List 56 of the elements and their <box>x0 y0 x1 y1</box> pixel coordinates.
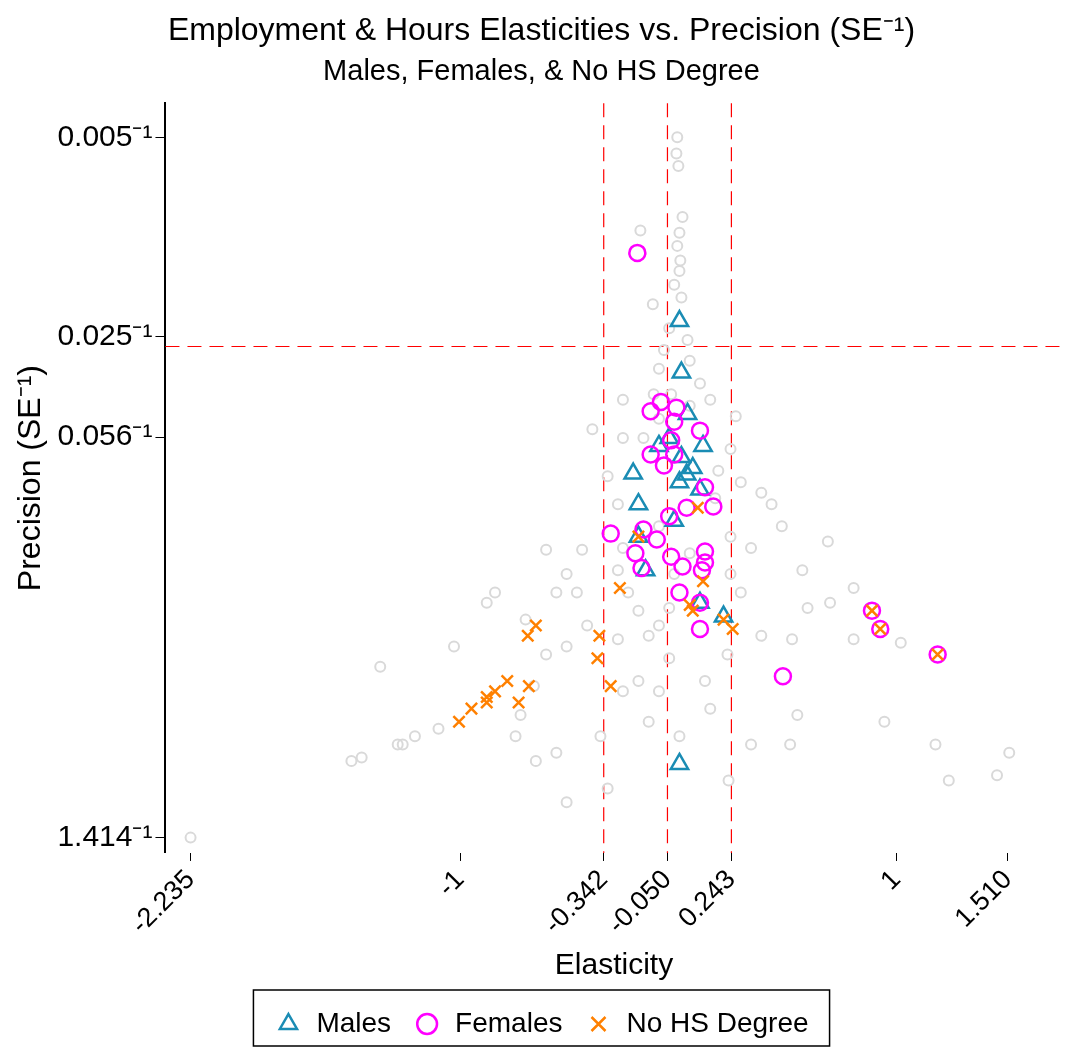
chart-title: Employment & Hours Elasticities vs. Precision (SE⁻¹) <box>167 11 916 48</box>
point <box>661 547 681 566</box>
point <box>664 445 684 464</box>
point <box>651 392 671 412</box>
point <box>628 243 647 263</box>
point <box>479 695 494 710</box>
y-axis-title: Precision (SE⁻¹) <box>11 365 48 592</box>
point <box>695 553 715 572</box>
point <box>696 574 710 589</box>
point <box>592 628 607 643</box>
point <box>520 628 535 643</box>
legend-label: Males <box>316 1006 392 1038</box>
point <box>685 603 700 618</box>
y-tick-label: 1.414⁻¹ <box>57 818 153 852</box>
point <box>528 618 543 633</box>
point <box>654 456 674 475</box>
y-tick-label: 0.056⁻¹ <box>57 418 153 452</box>
point <box>704 497 723 516</box>
y-tick-label: 0.005⁻¹ <box>57 118 153 152</box>
point <box>641 445 660 464</box>
point <box>601 524 620 543</box>
x-tick-label: 1 <box>874 863 907 896</box>
point <box>500 674 515 688</box>
point <box>661 431 681 450</box>
point <box>667 398 686 417</box>
point <box>673 557 692 576</box>
point <box>664 412 684 431</box>
y-tick-label: 0.025⁻¹ <box>57 318 153 352</box>
point <box>479 690 494 704</box>
point <box>590 651 605 666</box>
point <box>488 684 502 699</box>
legend-label: Females <box>455 1006 563 1038</box>
point <box>511 695 526 710</box>
point <box>695 478 715 497</box>
point <box>690 421 710 440</box>
point <box>641 401 660 421</box>
point <box>612 581 627 595</box>
point <box>690 500 705 515</box>
chart-subtitle: Males, Females, & No HS Degree <box>323 53 760 86</box>
point <box>725 622 740 636</box>
x-axis-title: Elasticity <box>554 947 674 981</box>
point <box>521 679 536 694</box>
point <box>695 542 715 561</box>
point <box>659 506 679 526</box>
point <box>626 544 645 563</box>
point <box>682 598 697 612</box>
x-tick-label: -1 <box>431 863 470 902</box>
point <box>603 679 618 694</box>
point <box>670 583 689 602</box>
point <box>632 558 651 578</box>
point <box>647 530 667 549</box>
legend-label: No HS Degree <box>626 1006 809 1038</box>
point <box>464 701 479 716</box>
point <box>773 666 793 686</box>
point <box>690 619 710 639</box>
point <box>452 714 466 729</box>
